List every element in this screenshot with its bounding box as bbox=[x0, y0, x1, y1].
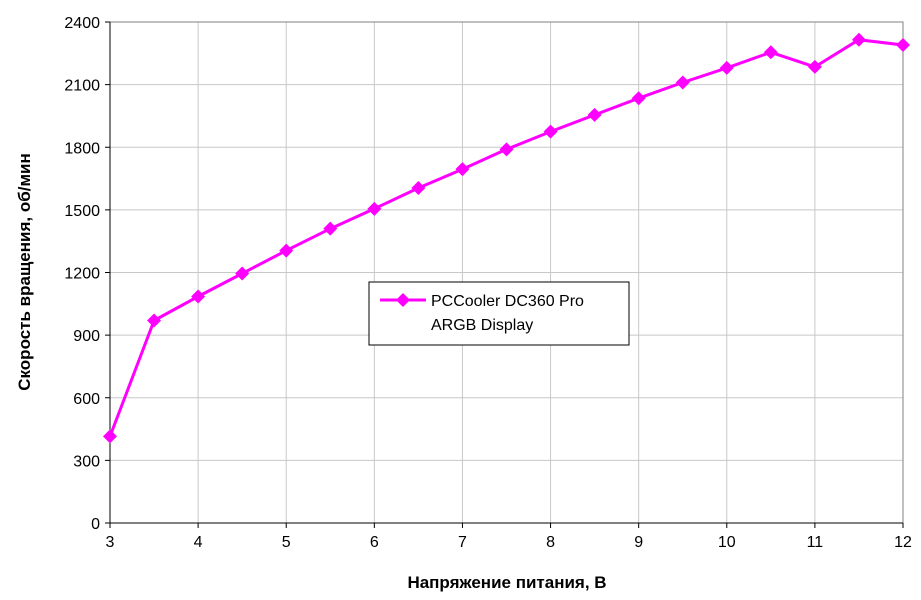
x-tick-label: 10 bbox=[718, 534, 736, 551]
data-point bbox=[587, 107, 602, 122]
data-point bbox=[279, 243, 294, 258]
data-point bbox=[235, 266, 250, 281]
y-tick-label: 0 bbox=[91, 516, 100, 533]
y-tick-label: 900 bbox=[73, 328, 100, 345]
data-point bbox=[323, 221, 338, 236]
x-tick-label: 5 bbox=[282, 534, 291, 551]
data-point bbox=[455, 162, 470, 177]
data-point bbox=[851, 32, 866, 47]
x-tick-label: 6 bbox=[370, 534, 379, 551]
x-tick-label: 11 bbox=[807, 534, 824, 551]
series-layer bbox=[103, 32, 910, 444]
data-point bbox=[103, 429, 117, 444]
x-axis-title: Напряжение питания, В bbox=[407, 573, 606, 592]
y-tick-label: 1800 bbox=[64, 140, 100, 157]
legend-label-line-2: ARGB Display bbox=[431, 317, 533, 334]
data-point bbox=[631, 91, 646, 106]
y-tick-label: 2400 bbox=[64, 15, 100, 32]
legend-label-line-1: PCCooler DC360 Pro bbox=[431, 293, 584, 310]
axes bbox=[105, 21, 904, 528]
legend: PCCooler DC360 Pro ARGB Display bbox=[368, 281, 630, 346]
data-point bbox=[499, 142, 514, 157]
y-tick-label: 2100 bbox=[64, 78, 100, 95]
data-point bbox=[411, 180, 426, 195]
series-line bbox=[108, 38, 904, 437]
data-point bbox=[719, 60, 734, 75]
data-point bbox=[675, 75, 690, 90]
legend-box bbox=[368, 281, 630, 346]
data-point bbox=[147, 313, 162, 328]
data-point bbox=[807, 59, 822, 74]
y-tick-label: 600 bbox=[73, 391, 100, 408]
y-tick-label: 1200 bbox=[64, 266, 100, 283]
data-point bbox=[367, 201, 382, 216]
data-point bbox=[763, 45, 778, 60]
grid-lines bbox=[110, 22, 903, 523]
x-tick-label: 7 bbox=[458, 534, 467, 551]
y-axis-title: Скорость вращения, об/мин bbox=[15, 153, 34, 391]
x-tick-label: 4 bbox=[194, 534, 203, 551]
data-point bbox=[896, 37, 910, 52]
y-tick-label: 1500 bbox=[64, 203, 100, 220]
x-tick-label: 8 bbox=[546, 534, 555, 551]
x-tick-label: 3 bbox=[106, 534, 115, 551]
data-point bbox=[543, 124, 558, 139]
y-tick-label: 300 bbox=[73, 453, 100, 470]
x-tick-label: 9 bbox=[634, 534, 643, 551]
x-tick-label: 12 bbox=[894, 534, 912, 551]
tick-labels: 3 4 5 6 7 8 9 10 11 12 0 300 600 900 1200 1500 1800 2100 2… bbox=[64, 15, 912, 551]
legend-marker bbox=[396, 293, 410, 307]
data-point bbox=[191, 289, 206, 304]
